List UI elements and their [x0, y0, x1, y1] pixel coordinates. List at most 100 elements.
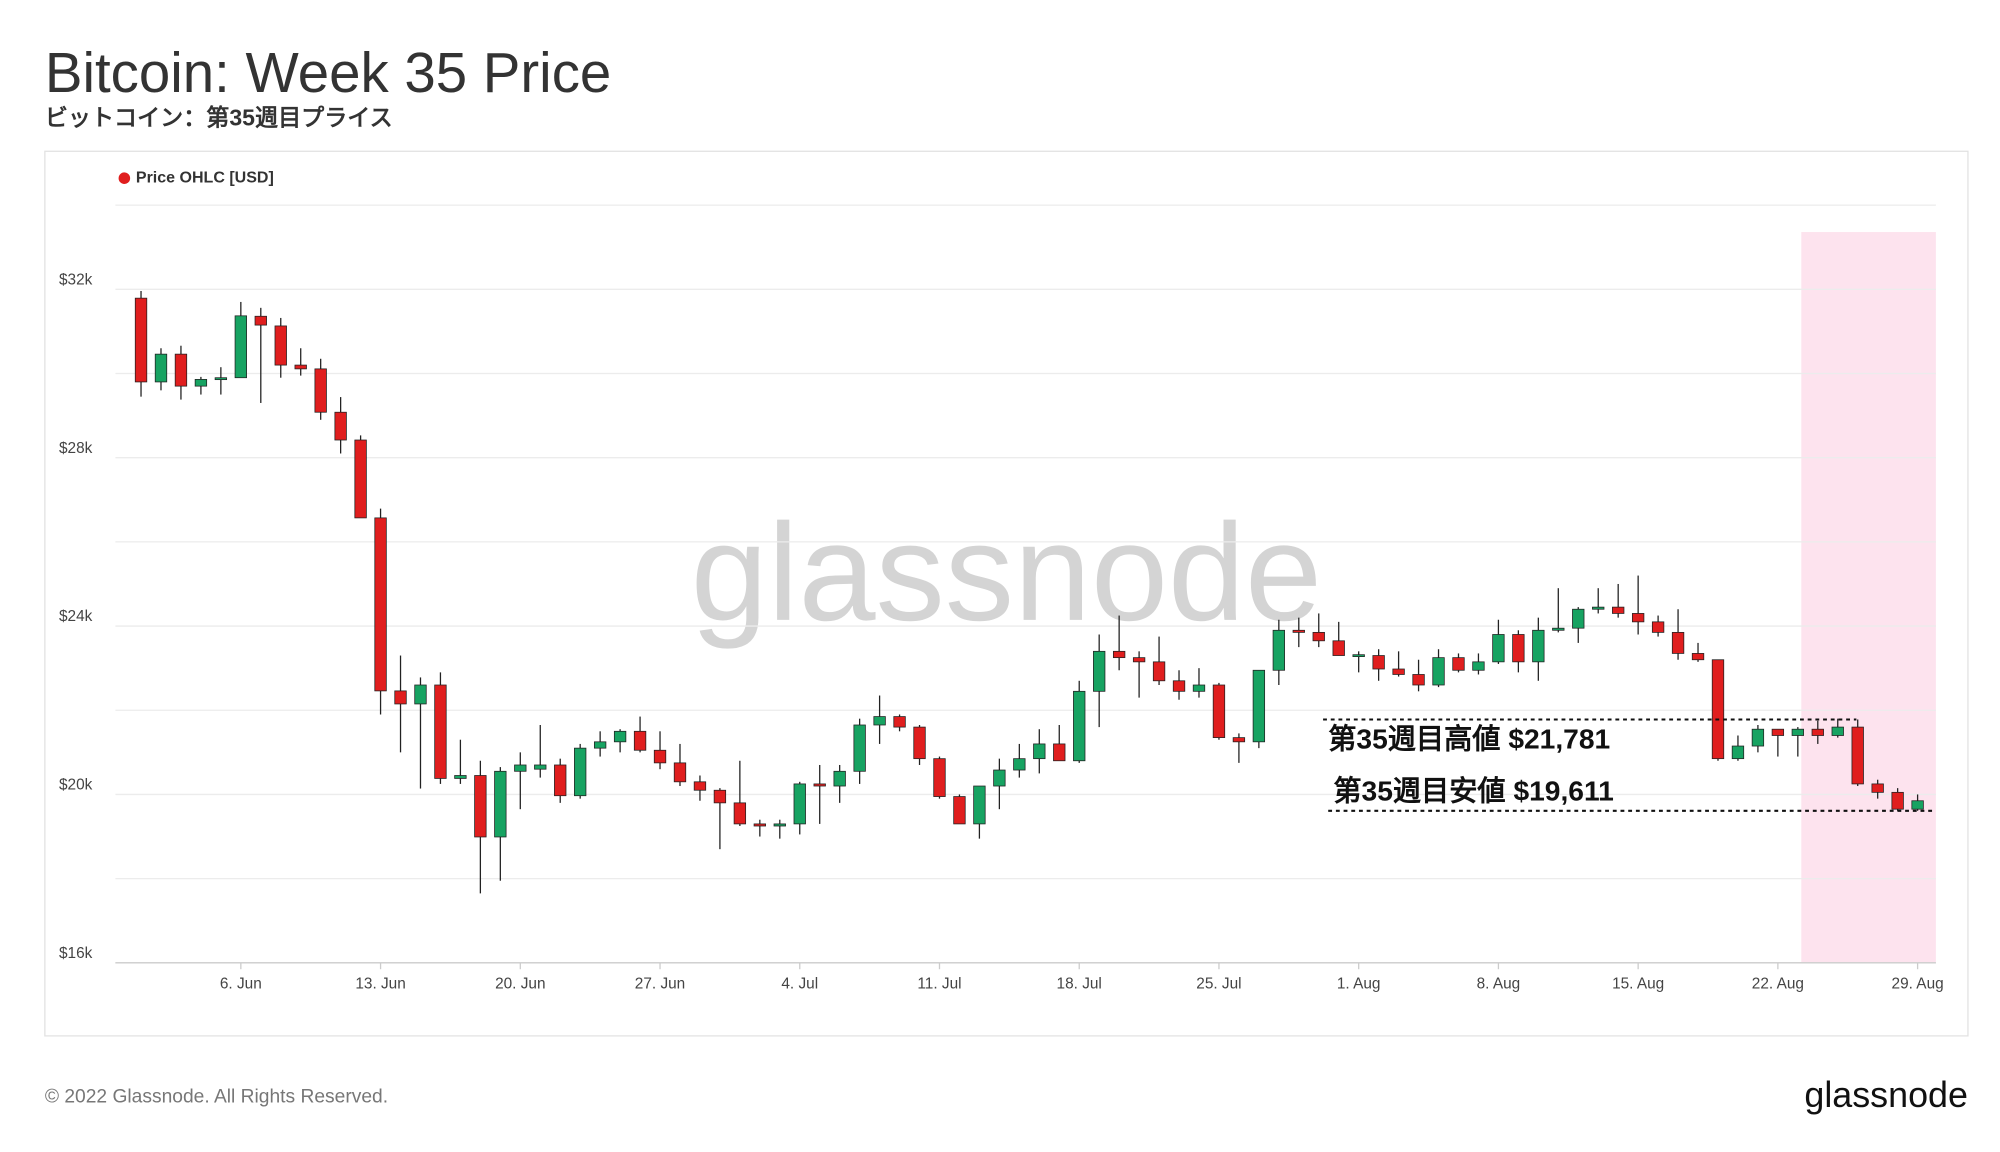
- candle-body: [514, 764, 527, 772]
- candle: [1372, 649, 1385, 681]
- candle-body: [793, 783, 806, 825]
- y-tick-label: $16k: [59, 945, 93, 962]
- candle: [1392, 651, 1405, 677]
- candle: [1252, 669, 1266, 749]
- annotation-label: 第35週目安値 $19,611: [1333, 774, 1613, 806]
- candle: [1871, 779, 1884, 799]
- candle: [1152, 636, 1166, 685]
- legend-marker: [118, 172, 131, 184]
- candle-body: [334, 411, 347, 441]
- candle: [1711, 659, 1725, 761]
- candle: [933, 756, 946, 799]
- candle-body: [833, 770, 846, 787]
- candle-body: [554, 764, 567, 797]
- candle: [194, 376, 208, 395]
- candle: [893, 714, 906, 732]
- candle-body: [434, 684, 447, 779]
- candle-body: [534, 764, 547, 770]
- candle: [394, 655, 407, 753]
- candle: [214, 367, 228, 395]
- candle: [853, 718, 866, 784]
- candle: [1312, 613, 1325, 648]
- candle-body: [234, 315, 247, 379]
- candle: [913, 724, 926, 765]
- candle: [254, 307, 267, 403]
- candle-body: [414, 684, 427, 705]
- candle: [1831, 718, 1844, 738]
- candle: [973, 785, 986, 839]
- x-tick-label: 8. Aug: [1477, 976, 1521, 993]
- plot: $16k $20k $24k $28k $32k 6. Jun 13. Jun 20. Jun…: [59, 204, 1944, 993]
- candle-body: [893, 716, 906, 728]
- candle-body: [134, 297, 148, 383]
- candle: [374, 508, 387, 715]
- candle-body: [1751, 728, 1765, 747]
- candle-body: [1472, 661, 1485, 671]
- candle: [234, 301, 247, 379]
- candle: [753, 819, 766, 837]
- y-tick-label: $24k: [59, 608, 93, 625]
- candle-body: [1851, 726, 1864, 785]
- candle-body: [1691, 653, 1705, 661]
- candle: [334, 397, 347, 454]
- candle: [1452, 653, 1465, 673]
- candle: [1811, 720, 1824, 744]
- candle-body: [933, 758, 946, 797]
- legend-label: Price OHLC [USD]: [136, 168, 274, 186]
- candle: [733, 760, 747, 827]
- annotation-label: 第35週目高値 $21,781: [1328, 723, 1610, 755]
- candle: [1073, 680, 1086, 763]
- candle-body: [1093, 650, 1106, 692]
- candle: [174, 345, 188, 400]
- candle: [574, 743, 587, 799]
- candle: [1093, 634, 1106, 728]
- candle-body: [1791, 728, 1804, 736]
- candle-body: [274, 325, 287, 366]
- candle-body: [1192, 684, 1206, 692]
- candle-body: [1891, 791, 1904, 810]
- candle: [1631, 575, 1645, 635]
- candle: [1412, 659, 1425, 692]
- candle: [454, 739, 467, 784]
- candle-body: [1592, 606, 1605, 610]
- candle: [1172, 670, 1186, 700]
- candle: [1132, 651, 1146, 698]
- candle: [1851, 719, 1864, 787]
- x-tick-label: 11. Jul: [917, 976, 961, 993]
- candle: [1033, 729, 1046, 774]
- x-tick-label: 25. Jul: [1196, 976, 1241, 993]
- candle-body: [1332, 640, 1345, 656]
- candle: [1053, 724, 1066, 762]
- candle: [1891, 788, 1904, 811]
- candle: [1472, 653, 1485, 675]
- candle-body: [1352, 654, 1365, 658]
- candle: [1572, 607, 1585, 643]
- x-tick-label: 20. Jun: [495, 976, 545, 993]
- candle: [633, 716, 647, 753]
- candle: [833, 764, 846, 803]
- candle-body: [454, 775, 467, 779]
- candle-body: [993, 769, 1006, 787]
- y-tick-label: $32k: [59, 271, 93, 288]
- candle: [1212, 682, 1226, 740]
- x-tick-label: 22. Aug: [1752, 976, 1804, 993]
- x-tick-label: 18. Jul: [1057, 976, 1102, 993]
- candle: [813, 764, 826, 824]
- candle: [1691, 642, 1705, 662]
- candle: [1751, 724, 1765, 753]
- candle: [1432, 649, 1445, 688]
- candle: [1332, 621, 1345, 656]
- candle: [294, 348, 307, 376]
- candle-body: [773, 823, 786, 827]
- candle: [873, 695, 886, 744]
- candle: [354, 435, 367, 519]
- candle-body: [1312, 631, 1325, 642]
- candle: [773, 819, 786, 839]
- candle-body: [1651, 621, 1665, 633]
- x-tick-label: 6. Jun: [220, 976, 262, 993]
- candle-body: [1771, 728, 1785, 736]
- candle-body: [1152, 661, 1166, 682]
